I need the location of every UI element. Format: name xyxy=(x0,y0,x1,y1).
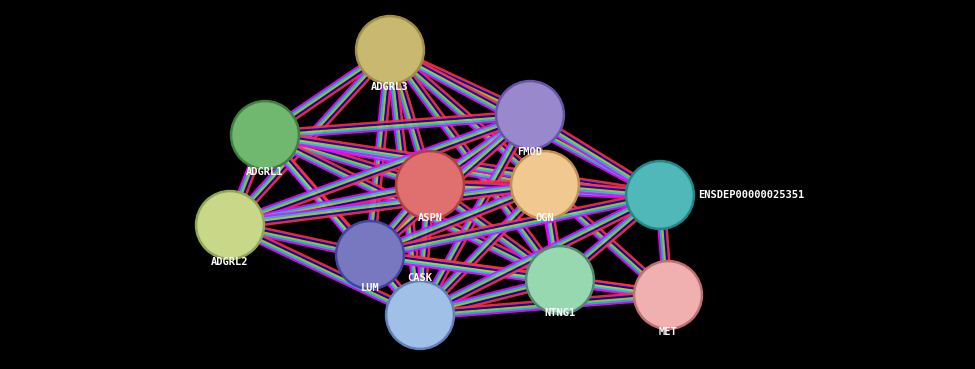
Text: ENSDEP00000025351: ENSDEP00000025351 xyxy=(698,190,804,200)
Ellipse shape xyxy=(396,151,464,220)
Ellipse shape xyxy=(338,223,402,287)
Ellipse shape xyxy=(233,103,297,167)
Text: ADGRL3: ADGRL3 xyxy=(371,82,409,92)
Ellipse shape xyxy=(358,18,422,82)
Text: NTNG1: NTNG1 xyxy=(544,308,575,318)
Ellipse shape xyxy=(388,283,452,347)
Text: CASK: CASK xyxy=(408,273,433,283)
Ellipse shape xyxy=(626,161,694,230)
Text: FMOD: FMOD xyxy=(518,147,542,157)
Text: LUM: LUM xyxy=(361,283,379,293)
Ellipse shape xyxy=(495,80,565,149)
Ellipse shape xyxy=(526,245,595,314)
Text: ASPN: ASPN xyxy=(417,213,443,223)
Ellipse shape xyxy=(335,221,405,290)
Ellipse shape xyxy=(196,190,264,259)
Ellipse shape xyxy=(634,261,703,330)
Ellipse shape xyxy=(628,163,692,227)
Text: MET: MET xyxy=(659,327,678,337)
Ellipse shape xyxy=(356,15,424,85)
Ellipse shape xyxy=(511,151,579,220)
Ellipse shape xyxy=(198,193,262,257)
Ellipse shape xyxy=(528,248,592,312)
Text: OGN: OGN xyxy=(535,213,555,223)
Ellipse shape xyxy=(230,100,299,169)
Ellipse shape xyxy=(498,83,562,147)
Ellipse shape xyxy=(398,153,462,217)
Ellipse shape xyxy=(385,280,454,349)
Text: ADGRL2: ADGRL2 xyxy=(212,257,249,267)
Text: ADGRL1: ADGRL1 xyxy=(247,167,284,177)
Ellipse shape xyxy=(513,153,577,217)
Ellipse shape xyxy=(636,263,700,327)
